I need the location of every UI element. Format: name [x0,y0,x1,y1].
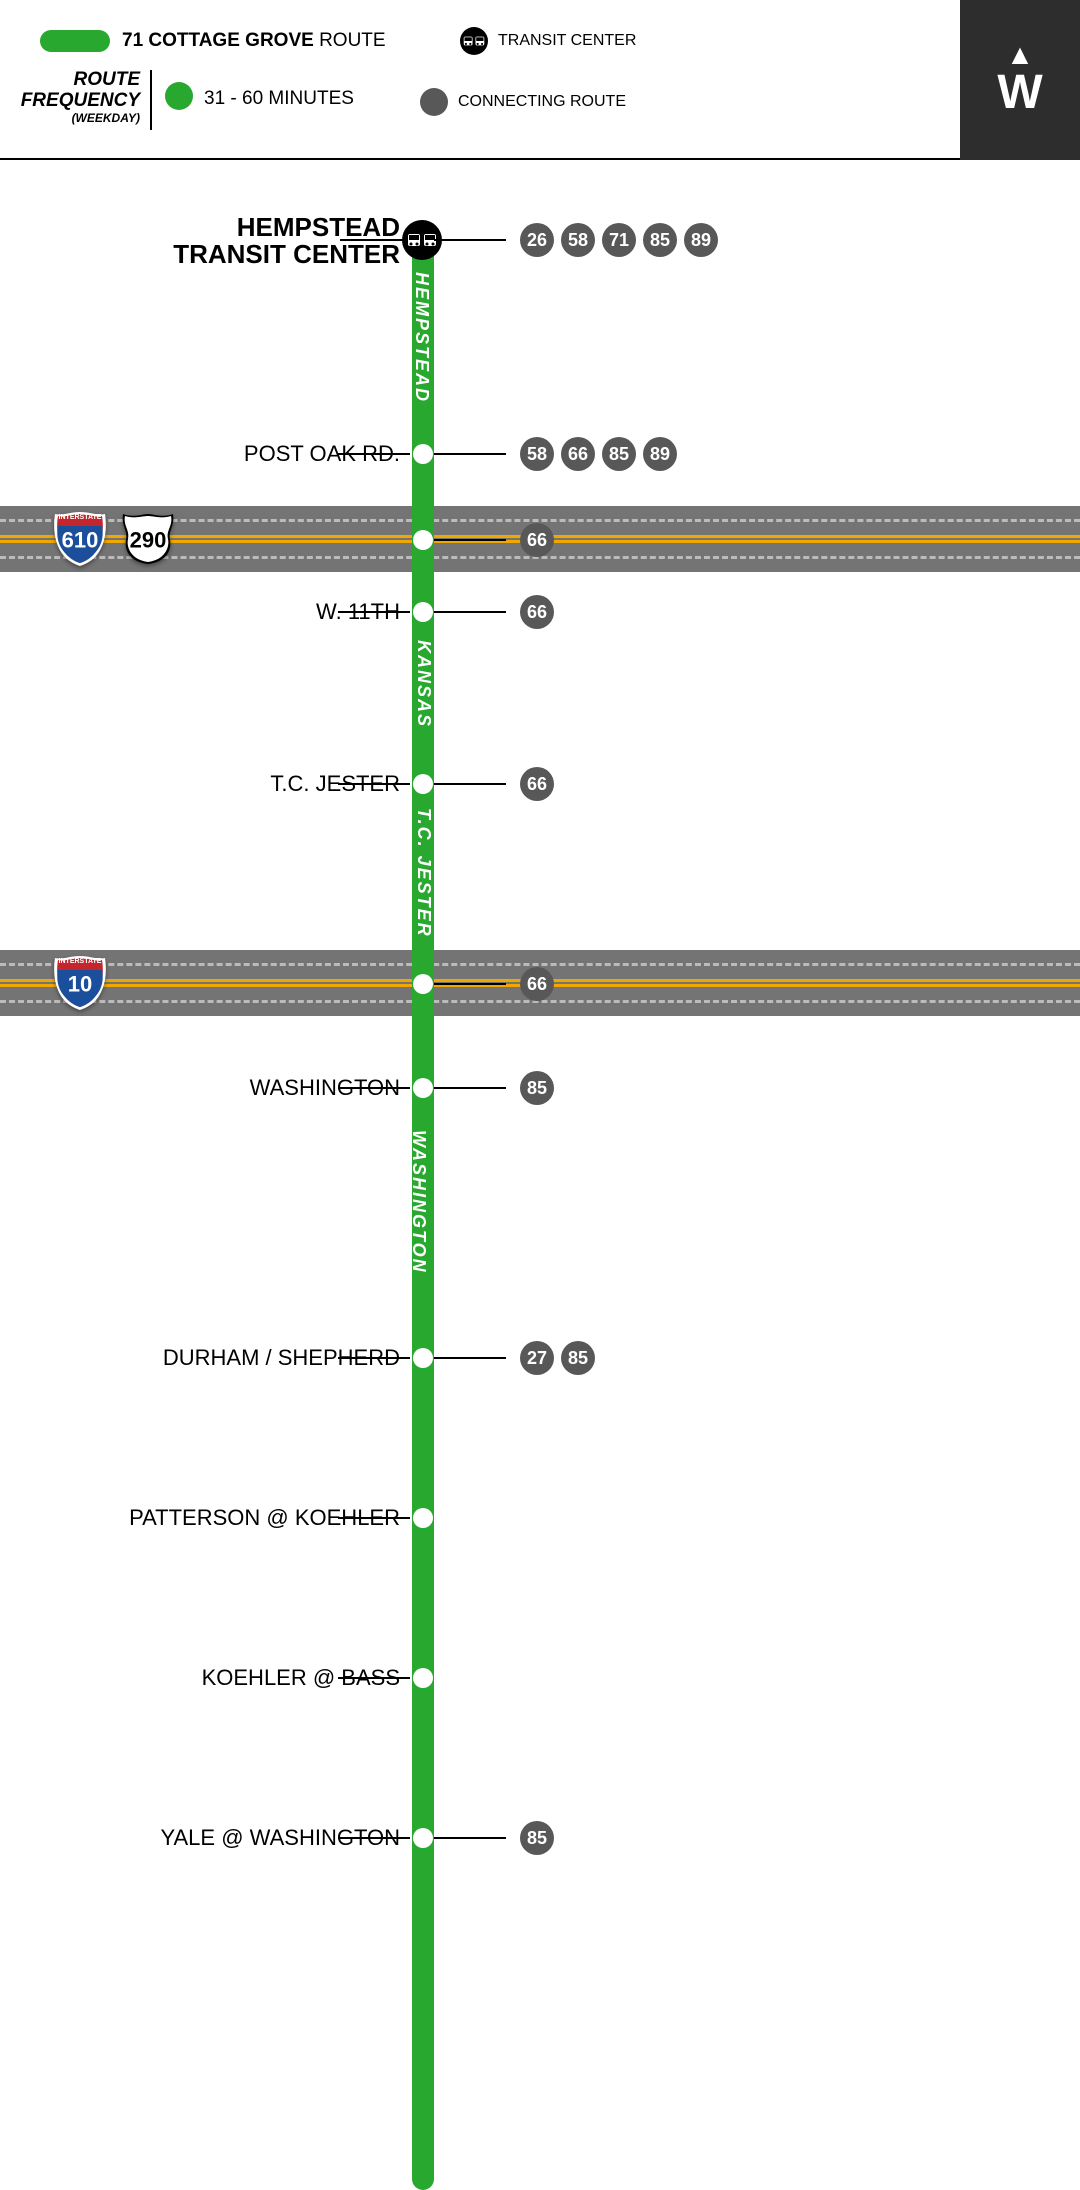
connecting-route-badge: 85 [643,223,677,257]
connecting-routes: 66 [520,523,554,557]
connecting-route-badge: 66 [520,967,554,1001]
legend-route-row: 71 COTTAGE GROVE ROUTE TRANSIT CENTER [40,30,940,52]
stop-dot [413,602,433,622]
legend-frequency-title: ROUTE FREQUENCY (WEEKDAY) [0,70,140,125]
stop: 66 [0,520,1080,560]
connecting-route-badge: 85 [561,1341,595,1375]
connector-line [434,783,506,785]
connecting-route-badge: 58 [520,437,554,471]
stop-label: YALE @ WASHINGTON [160,1826,400,1849]
connector-line [434,453,506,455]
route-pill [40,30,110,52]
compass: ▲ W [960,0,1080,160]
route-diagram: INTERSTATE610290INTERSTATE10HEMPSTEADKAN… [0,160,1080,2161]
connecting-route-badge: 66 [561,437,595,471]
stop: WASHINGTON 85 [0,1068,1080,1108]
segment-label: T.C. JESTER [413,808,434,938]
connecting-route-badge: 66 [520,523,554,557]
connecting-route-icon [420,88,448,116]
stop-label: W. 11TH [316,600,400,623]
connecting-route-badge: 89 [684,223,718,257]
stop-dot [413,774,433,794]
connecting-routes: 85 [520,1821,554,1855]
connecting-routes: 66 [520,967,554,1001]
connecting-route-badge: 85 [520,1821,554,1855]
stop-dot [413,530,433,550]
stop-dot [413,1668,433,1688]
stop: KOEHLER @ BASS [0,1658,1080,1698]
stop: PATTERSON @ KOEHLER [0,1498,1080,1538]
connecting-route-badge: 85 [520,1071,554,1105]
stop: POST OAK RD. 58668589 [0,434,1080,474]
stop: 66 [0,964,1080,1004]
compass-direction: W [997,65,1042,120]
stop-dot [413,1828,433,1848]
connecting-route-badge: 71 [602,223,636,257]
stop-label: HEMPSTEADTRANSIT CENTER [173,214,400,269]
stop-dot [413,974,433,994]
stop: HEMPSTEADTRANSIT CENTER2658718589 [0,220,1080,260]
connector-line [434,539,506,541]
connector-line [434,1357,506,1359]
legend-cr-label: CONNECTING ROUTE [458,93,626,111]
segment-label: HEMPSTEAD [411,272,432,403]
stop-label: POST OAK RD. [244,442,400,465]
stop-label: KOEHLER @ BASS [202,1666,400,1689]
stop-dot [413,1348,433,1368]
connector-line [434,983,506,985]
legend-connecting-route: CONNECTING ROUTE [420,88,626,116]
stop-label: DURHAM / SHEPHERD [163,1346,400,1369]
legend-divider [150,70,152,130]
legend-tc-label: TRANSIT CENTER [498,32,636,50]
connecting-routes: 58668589 [520,437,677,471]
segment-label: KANSAS [413,640,434,728]
legend-tc: TRANSIT CENTER [460,27,636,55]
stop: T.C. JESTER 66 [0,764,1080,804]
connecting-routes: 66 [520,767,554,801]
connecting-route-badge: 66 [520,595,554,629]
connecting-routes: 2658718589 [520,223,718,257]
stop-label: PATTERSON @ KOEHLER [129,1506,400,1529]
connector-line [434,611,506,613]
connecting-route-badge: 89 [643,437,677,471]
connector-line [434,1837,506,1839]
stop: YALE @ WASHINGTON 85 [0,1818,1080,1858]
connecting-routes: 2785 [520,1341,595,1375]
legend-freq-dot [165,82,193,110]
stop-label: T.C. JESTER [270,772,400,795]
connecting-route-badge: 85 [602,437,636,471]
stop: W. 11TH 66 [0,592,1080,632]
connecting-routes: 66 [520,595,554,629]
legend: 71 COTTAGE GROVE ROUTE TRANSIT CENTER RO… [0,0,1080,160]
connecting-route-badge: 26 [520,223,554,257]
stop-dot [413,1508,433,1528]
connecting-route-badge: 27 [520,1341,554,1375]
segment-label: WASHINGTON [408,1130,429,1274]
transit-center-icon [460,27,488,55]
connecting-route-badge: 66 [520,767,554,801]
connector-line [434,1087,506,1089]
stop: DURHAM / SHEPHERD 2785 [0,1338,1080,1378]
legend-freq-value: 31 - 60 MINUTES [204,88,354,110]
connector-line [434,239,506,241]
stop-dot [413,1078,433,1098]
stop-dot [413,444,433,464]
route-title: 71 COTTAGE GROVE ROUTE [122,30,386,52]
connecting-route-badge: 58 [561,223,595,257]
stop-label: WASHINGTON [250,1076,400,1099]
connecting-routes: 85 [520,1071,554,1105]
